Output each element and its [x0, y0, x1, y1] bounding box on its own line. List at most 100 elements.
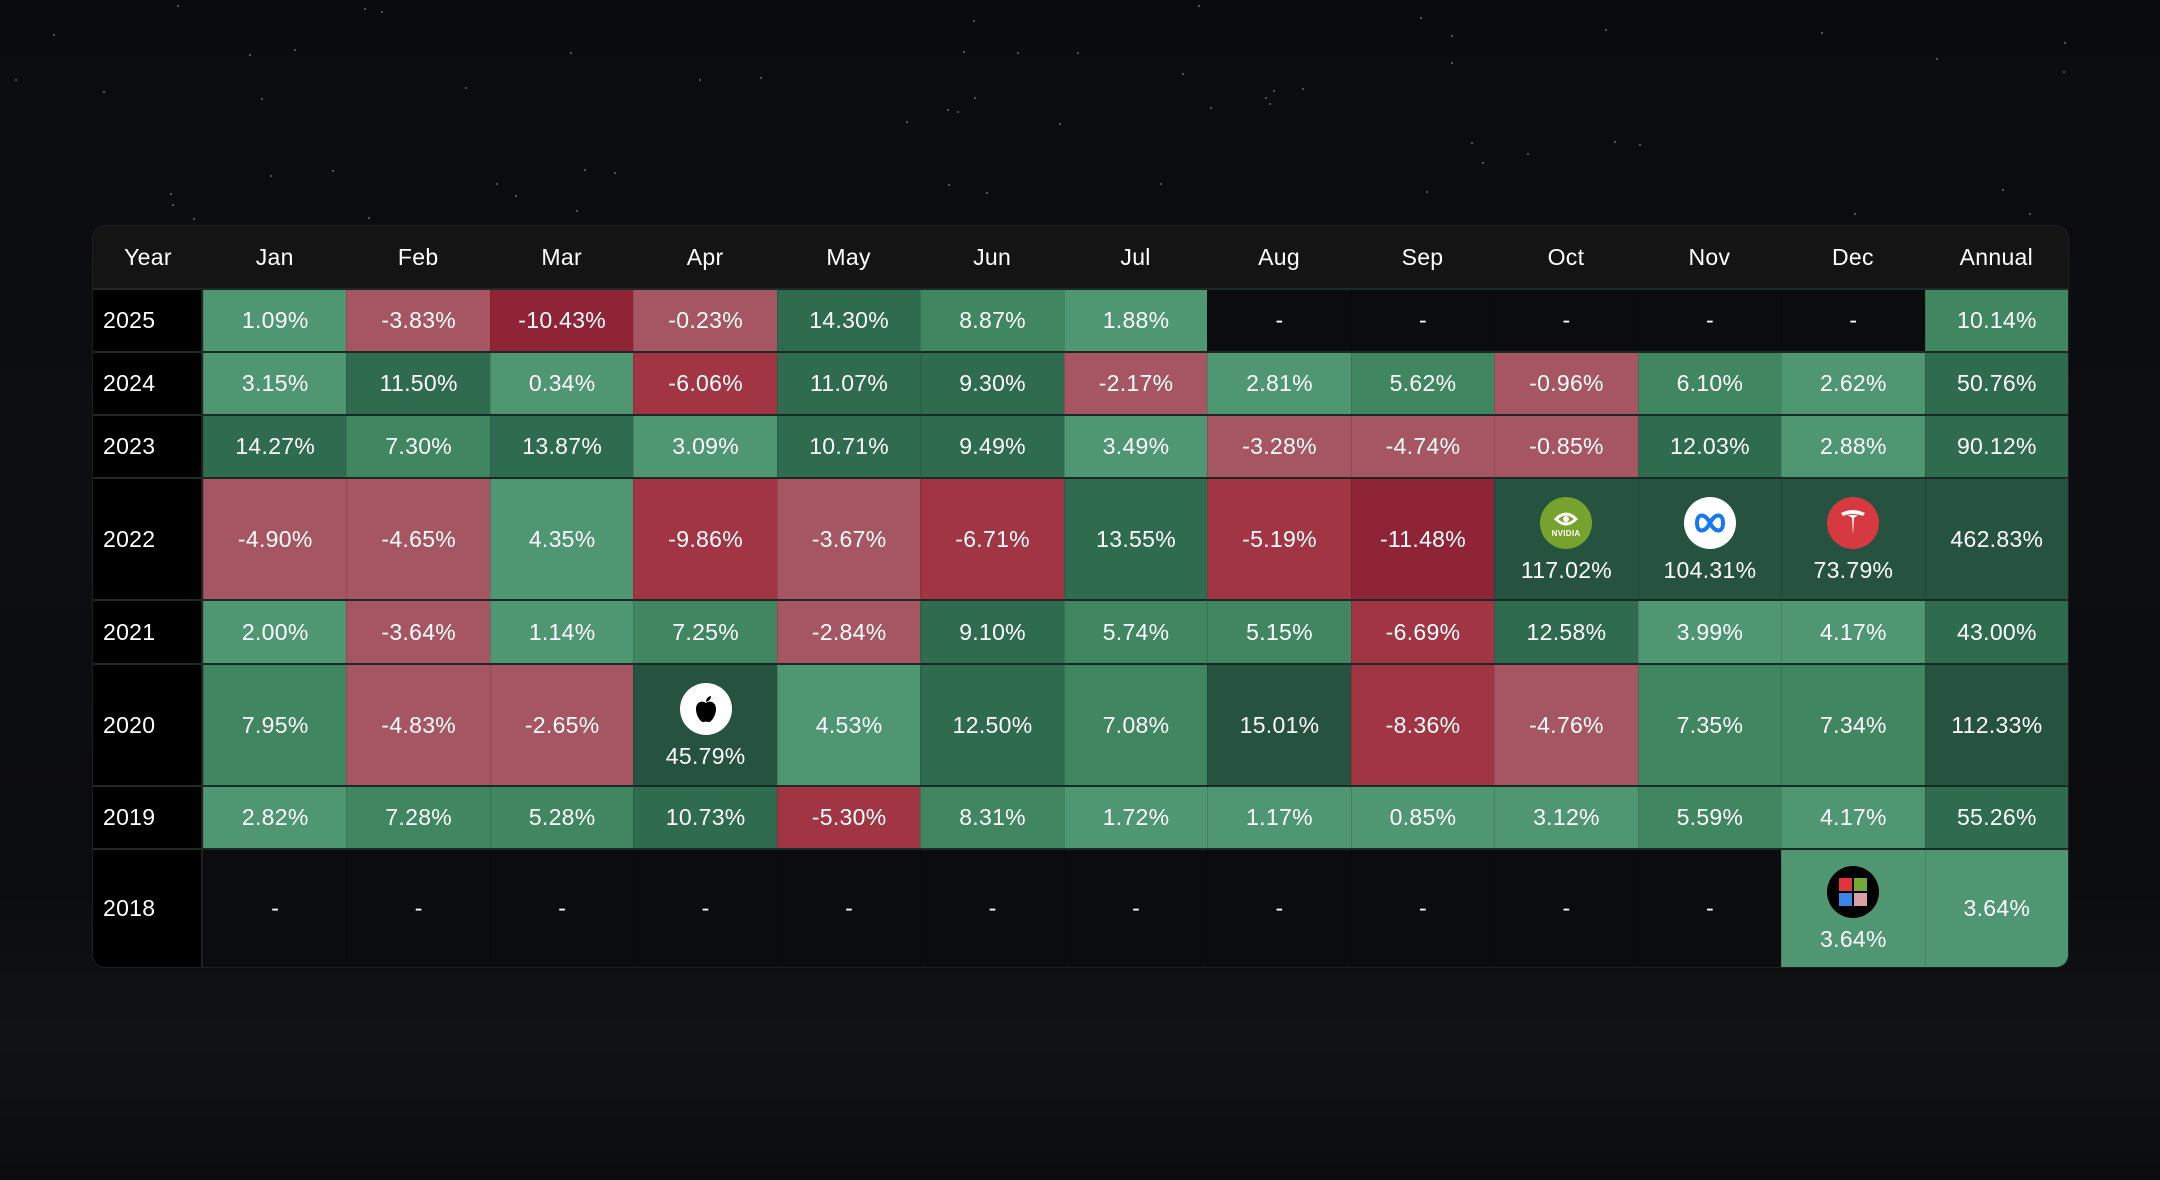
monthly-return-cell[interactable]: -2.65% [489, 665, 634, 785]
monthly-return-cell[interactable]: 10.73% [633, 787, 777, 848]
monthly-return-cell[interactable]: 12.58% [1494, 601, 1638, 663]
annual-return-cell[interactable]: 462.83% [1924, 479, 2068, 599]
monthly-return-cell[interactable]: 8.87% [920, 290, 1064, 351]
monthly-return-cell[interactable]: -2.17% [1063, 353, 1208, 414]
monthly-return-cell[interactable]: 7.95% [203, 665, 347, 785]
monthly-return-cell[interactable]: 1.88% [1063, 290, 1208, 351]
monthly-return-cell[interactable]: -4.83% [346, 665, 490, 785]
monthly-return-cell[interactable]: - [203, 850, 347, 967]
monthly-return-cell[interactable]: -5.30% [776, 787, 921, 848]
monthly-return-cell[interactable]: 14.30% [776, 290, 921, 351]
monthly-return-cell[interactable]: 2.81% [1207, 353, 1351, 414]
monthly-return-cell[interactable]: -4.74% [1350, 416, 1495, 477]
monthly-return-cell[interactable]: 73.79% [1781, 479, 1925, 599]
monthly-return-cell[interactable]: 11.07% [776, 353, 921, 414]
column-header-nov[interactable]: Nov [1637, 226, 1782, 288]
monthly-return-cell[interactable]: -3.28% [1207, 416, 1351, 477]
monthly-return-cell[interactable]: - [776, 850, 921, 967]
monthly-return-cell[interactable]: 9.49% [920, 416, 1064, 477]
monthly-return-cell[interactable]: 3.09% [633, 416, 777, 477]
monthly-return-cell[interactable]: -3.64% [346, 601, 490, 663]
monthly-return-cell[interactable]: 15.01% [1207, 665, 1351, 785]
monthly-return-cell[interactable]: 2.82% [203, 787, 347, 848]
column-header-mar[interactable]: Mar [489, 226, 634, 288]
annual-return-cell[interactable]: 43.00% [1924, 601, 2068, 663]
monthly-return-cell[interactable]: - [920, 850, 1064, 967]
monthly-return-cell[interactable]: 4.17% [1781, 601, 1925, 663]
column-header-dec[interactable]: Dec [1781, 226, 1925, 288]
monthly-return-cell[interactable]: 3.49% [1063, 416, 1208, 477]
monthly-return-cell[interactable]: 1.09% [203, 290, 347, 351]
monthly-return-cell[interactable]: 5.74% [1063, 601, 1208, 663]
monthly-return-cell[interactable]: 3.99% [1637, 601, 1782, 663]
monthly-return-cell[interactable]: 5.62% [1350, 353, 1495, 414]
monthly-return-cell[interactable]: -5.19% [1207, 479, 1351, 599]
monthly-return-cell[interactable]: 5.28% [489, 787, 634, 848]
monthly-return-cell[interactable]: -3.67% [776, 479, 921, 599]
monthly-return-cell[interactable]: - [1350, 850, 1495, 967]
monthly-return-cell[interactable]: 12.03% [1637, 416, 1782, 477]
monthly-return-cell[interactable]: 8.31% [920, 787, 1064, 848]
column-header-sep[interactable]: Sep [1350, 226, 1495, 288]
column-header-annual[interactable]: Annual [1924, 226, 2068, 288]
annual-return-cell[interactable]: 50.76% [1924, 353, 2068, 414]
monthly-return-cell[interactable]: 6.10% [1637, 353, 1782, 414]
monthly-return-cell[interactable]: 9.30% [920, 353, 1064, 414]
monthly-return-cell[interactable]: - [346, 850, 490, 967]
monthly-return-cell[interactable]: 4.35% [489, 479, 634, 599]
monthly-return-cell[interactable]: 2.62% [1781, 353, 1925, 414]
monthly-return-cell[interactable]: -4.65% [346, 479, 490, 599]
annual-return-cell[interactable]: 10.14% [1924, 290, 2068, 351]
column-header-oct[interactable]: Oct [1494, 226, 1638, 288]
monthly-return-cell[interactable]: NVIDIA 117.02% [1494, 479, 1638, 599]
monthly-return-cell[interactable]: 5.59% [1637, 787, 1782, 848]
column-header-may[interactable]: May [776, 226, 921, 288]
column-header-apr[interactable]: Apr [633, 226, 777, 288]
monthly-return-cell[interactable]: 12.50% [920, 665, 1064, 785]
monthly-return-cell[interactable]: - [1781, 290, 1925, 351]
column-header-year[interactable]: Year [93, 226, 203, 288]
monthly-return-cell[interactable]: 3.15% [203, 353, 347, 414]
monthly-return-cell[interactable]: - [1207, 850, 1351, 967]
monthly-return-cell[interactable]: - [1637, 290, 1782, 351]
monthly-return-cell[interactable]: 45.79% [633, 665, 777, 785]
monthly-return-cell[interactable]: -0.85% [1494, 416, 1638, 477]
monthly-return-cell[interactable]: -3.83% [346, 290, 490, 351]
monthly-return-cell[interactable]: 0.34% [489, 353, 634, 414]
monthly-return-cell[interactable]: 1.14% [489, 601, 634, 663]
monthly-return-cell[interactable]: 7.34% [1781, 665, 1925, 785]
monthly-return-cell[interactable]: 10.71% [776, 416, 921, 477]
monthly-return-cell[interactable]: 7.28% [346, 787, 490, 848]
monthly-return-cell[interactable]: -2.84% [776, 601, 921, 663]
annual-return-cell[interactable]: 3.64% [1924, 850, 2068, 967]
monthly-return-cell[interactable]: 104.31% [1637, 479, 1782, 599]
column-header-feb[interactable]: Feb [346, 226, 490, 288]
monthly-return-cell[interactable]: - [1494, 850, 1638, 967]
monthly-return-cell[interactable]: -10.43% [489, 290, 634, 351]
monthly-return-cell[interactable]: -11.48% [1350, 479, 1495, 599]
monthly-return-cell[interactable]: 7.35% [1637, 665, 1782, 785]
monthly-return-cell[interactable]: 2.00% [203, 601, 347, 663]
monthly-return-cell[interactable]: 13.55% [1063, 479, 1208, 599]
monthly-return-cell[interactable]: 7.08% [1063, 665, 1208, 785]
monthly-return-cell[interactable]: - [1637, 850, 1782, 967]
monthly-return-cell[interactable]: 4.17% [1781, 787, 1925, 848]
annual-return-cell[interactable]: 112.33% [1924, 665, 2068, 785]
monthly-return-cell[interactable]: 1.17% [1207, 787, 1351, 848]
monthly-return-cell[interactable]: 7.25% [633, 601, 777, 663]
monthly-return-cell[interactable]: 3.64% [1781, 850, 1925, 967]
monthly-return-cell[interactable]: -9.86% [633, 479, 777, 599]
monthly-return-cell[interactable]: 9.10% [920, 601, 1064, 663]
monthly-return-cell[interactable]: -4.76% [1494, 665, 1638, 785]
monthly-return-cell[interactable]: 5.15% [1207, 601, 1351, 663]
monthly-return-cell[interactable]: - [633, 850, 777, 967]
monthly-return-cell[interactable]: -8.36% [1350, 665, 1495, 785]
monthly-return-cell[interactable]: - [1207, 290, 1351, 351]
monthly-return-cell[interactable]: - [1063, 850, 1208, 967]
column-header-aug[interactable]: Aug [1207, 226, 1351, 288]
column-header-jan[interactable]: Jan [203, 226, 347, 288]
monthly-return-cell[interactable]: -0.23% [633, 290, 777, 351]
monthly-return-cell[interactable]: 13.87% [489, 416, 634, 477]
monthly-return-cell[interactable]: 0.85% [1350, 787, 1495, 848]
annual-return-cell[interactable]: 55.26% [1924, 787, 2068, 848]
